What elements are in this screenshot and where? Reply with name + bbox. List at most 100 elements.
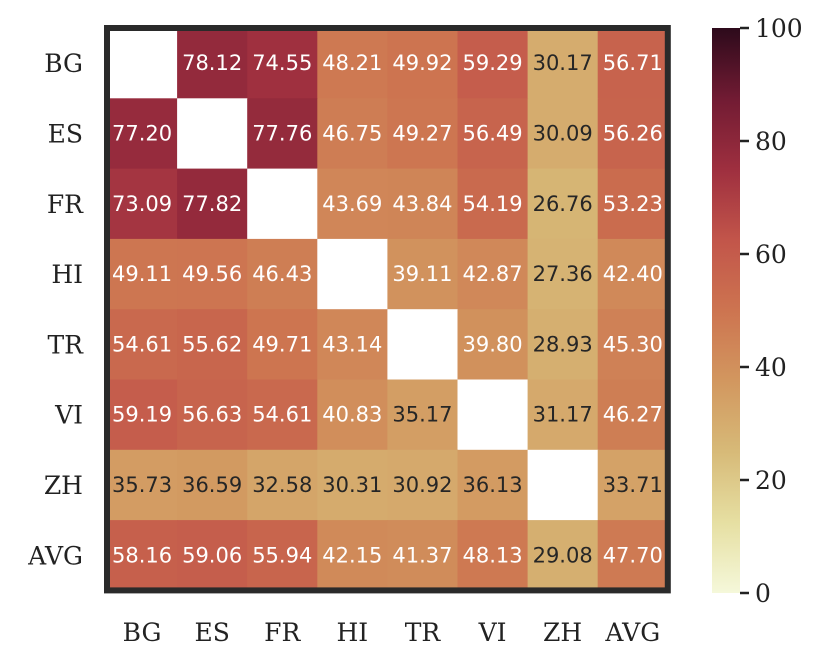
colorbar <box>712 28 740 593</box>
heatmap-cell-avg-avg <box>597 520 669 591</box>
cell-value-label: 54.61 <box>112 332 172 356</box>
cell-value-label: 56.26 <box>603 121 663 145</box>
colorbar-tick-label: 80 <box>755 127 787 156</box>
heatmap-cell-avg-fr <box>247 520 318 591</box>
cell-value-label: 45.30 <box>603 332 663 356</box>
cell-value-label: 30.92 <box>392 473 452 497</box>
cell-value-label: 41.37 <box>392 543 452 567</box>
cell-value-label: 30.17 <box>533 51 593 75</box>
y-tick-label: ZH <box>44 471 83 500</box>
cell-value-label: 43.69 <box>322 192 382 216</box>
heatmap-cell-bg-tr <box>387 28 459 99</box>
y-tick-label: VI <box>54 401 83 430</box>
heatmap-cell-labels: 78.12 74.55 48.21 49.92 59.29 30.17 56.71 77.20… <box>112 51 663 567</box>
heatmap-cell-vi-zh <box>527 379 599 451</box>
cell-value-label: 77.82 <box>182 192 242 216</box>
colorbar-tick-label: 100 <box>755 14 803 43</box>
heatmap-cell-hi-bg <box>107 238 178 310</box>
colorbar-tick-label: 40 <box>755 353 787 382</box>
heatmap-cell-bg-vi <box>457 28 529 99</box>
heatmap-cell-hi-hi <box>317 238 388 310</box>
heatmap-cells <box>107 28 669 591</box>
heatmap-cell-tr-hi <box>317 309 388 381</box>
cell-value-label: 77.76 <box>252 121 312 145</box>
cell-value-label: 46.43 <box>252 262 312 286</box>
cell-value-label: 46.75 <box>322 121 382 145</box>
heatmap-cell-fr-bg <box>107 168 178 240</box>
heatmap-cell-es-avg <box>597 98 669 170</box>
y-tick-label: HI <box>51 260 83 289</box>
heatmap-cell-vi-es <box>177 379 248 451</box>
heatmap-cell-tr-vi <box>457 309 529 381</box>
heatmap-cell-bg-hi <box>317 28 388 99</box>
cell-value-label: 56.63 <box>182 403 242 427</box>
heatmap-cell-zh-vi <box>457 449 529 521</box>
heatmap-cell-fr-hi <box>317 168 388 240</box>
cell-value-label: 43.14 <box>322 332 382 356</box>
heatmap-cell-es-tr <box>387 98 459 170</box>
heatmap-cell-vi-hi <box>317 379 388 451</box>
x-tick-label: FR <box>264 618 301 647</box>
y-tick-label: AVG <box>27 541 83 570</box>
heatmap-cell-avg-zh <box>527 520 599 591</box>
heatmap-cell-tr-bg <box>107 309 178 381</box>
heatmap-cell-vi-tr <box>387 379 459 451</box>
cell-value-label: 49.27 <box>392 121 452 145</box>
heatmap-cell-bg-es <box>177 28 248 99</box>
x-tick-label: VI <box>478 618 507 647</box>
heatmap-cell-tr-es <box>177 309 248 381</box>
heatmap-cell-zh-bg <box>107 449 178 521</box>
colorbar-tick-label: 0 <box>755 579 771 608</box>
colorbar-tick-label: 60 <box>755 240 787 269</box>
cell-value-label: 58.16 <box>112 543 172 567</box>
heatmap-cell-fr-vi <box>457 168 529 240</box>
cell-value-label: 74.55 <box>252 51 312 75</box>
x-tick-label: ZH <box>543 618 582 647</box>
heatmap-cell-hi-avg <box>597 238 669 310</box>
heatmap-cell-es-vi <box>457 98 529 170</box>
x-tick-label: ES <box>194 618 229 647</box>
cell-value-label: 46.27 <box>603 403 663 427</box>
cell-value-label: 42.15 <box>322 543 382 567</box>
heatmap-cell-vi-vi <box>457 379 529 451</box>
cell-value-label: 49.56 <box>182 262 242 286</box>
cell-value-label: 31.17 <box>533 403 593 427</box>
cell-value-label: 56.49 <box>462 121 522 145</box>
cell-value-label: 48.21 <box>322 51 382 75</box>
heatmap-cell-avg-es <box>177 520 248 591</box>
cell-value-label: 49.92 <box>392 51 452 75</box>
heatmap-cell-avg-hi <box>317 520 388 591</box>
y-tick-label: FR <box>47 190 84 219</box>
heatmap-cell-fr-avg <box>597 168 669 240</box>
x-tick-label: HI <box>337 618 369 647</box>
heatmap-cell-avg-tr <box>387 520 459 591</box>
heatmap-cell-avg-vi <box>457 520 529 591</box>
cell-value-label: 36.59 <box>182 473 242 497</box>
heatmap-cell-bg-bg <box>107 28 178 99</box>
heatmap-cell-tr-fr <box>247 309 318 381</box>
heatmap-cell-es-fr <box>247 98 318 170</box>
heatmap-frame <box>104 25 671 594</box>
heatmap-cell-zh-hi <box>317 449 388 521</box>
heatmap-cell-bg-fr <box>247 28 318 99</box>
heatmap-cell-zh-zh <box>527 449 599 521</box>
heatmap-cell-es-zh <box>527 98 599 170</box>
cell-value-label: 32.58 <box>252 473 312 497</box>
cell-value-label: 55.94 <box>252 543 312 567</box>
y-tick-label: TR <box>48 330 85 359</box>
heatmap-cell-hi-vi <box>457 238 529 310</box>
heatmap-cell-avg-bg <box>107 520 178 591</box>
heatmap-cell-zh-avg <box>597 449 669 521</box>
cell-value-label: 42.40 <box>603 262 663 286</box>
heatmap-cell-es-es <box>177 98 248 170</box>
heatmap-cell-vi-bg <box>107 379 178 451</box>
heatmap-cell-hi-zh <box>527 238 599 310</box>
cell-value-label: 59.19 <box>112 403 172 427</box>
heatmap-cell-hi-tr <box>387 238 459 310</box>
x-tick-label: TR <box>405 618 442 647</box>
heatmap-cell-vi-fr <box>247 379 318 451</box>
x-tick-label: AVG <box>604 618 660 647</box>
cell-value-label: 77.20 <box>112 121 172 145</box>
heatmap-cell-fr-es <box>177 168 248 240</box>
